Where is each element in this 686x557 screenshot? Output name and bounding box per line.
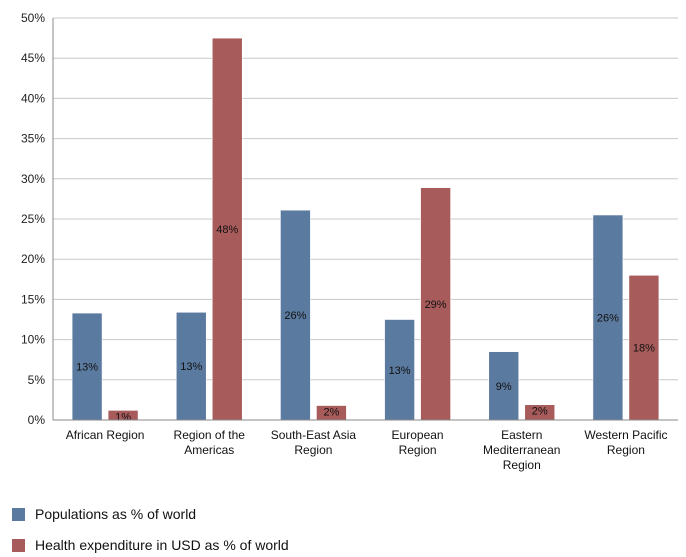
x-category-label: African Region (66, 428, 145, 442)
x-category-label: Eastern Mediterranean Region (483, 428, 560, 472)
bar (628, 274, 660, 421)
bar-data-label: 2% (323, 407, 339, 419)
bar-data-label: 18% (633, 343, 655, 355)
x-category-label: Region of the Americas (174, 428, 246, 457)
y-tick-label: 45% (21, 51, 45, 65)
y-tick-label: 15% (21, 292, 45, 306)
x-axis-categories: African Region Region of the Americas South… (66, 428, 668, 472)
legend-label: Health expenditure in USD as % of world (35, 537, 289, 553)
bar-data-label: 29% (425, 299, 447, 311)
x-category-label: European Region (392, 428, 444, 457)
legend: Populations as % of world Health expendit… (12, 506, 289, 553)
y-tick-label: 5% (28, 373, 46, 387)
bars: 13% 1% 13% 48% 26% 2% 13% 29% 9% 2% 26% 18% (71, 37, 660, 423)
y-tick-label: 35% (21, 132, 45, 146)
bar (592, 214, 624, 421)
axes (52, 18, 678, 421)
bar (420, 187, 451, 421)
bar-data-label: 9% (496, 381, 512, 393)
bar-data-label: 2% (532, 406, 548, 418)
x-category-label: Western Pacific Region (584, 428, 667, 457)
bar-data-label: 26% (284, 310, 306, 322)
bar-data-label: 13% (76, 362, 98, 374)
y-tick-label: 50% (21, 11, 45, 25)
y-axis-ticks: 0% 5% 10% 15% 20% 25% 30% 35% 40% 45% 50% (21, 11, 45, 427)
bar (71, 312, 103, 421)
bar-data-label: 26% (597, 312, 619, 324)
bar-data-label: 48% (216, 224, 238, 236)
x-category-label: South-East Asia Region (271, 428, 357, 457)
legend-label: Populations as % of world (35, 506, 196, 522)
bar-data-label: 13% (389, 365, 411, 377)
y-tick-label: 20% (21, 252, 45, 266)
y-tick-label: 0% (28, 413, 46, 427)
bar-data-label: 1% (115, 411, 131, 423)
legend-swatch (12, 508, 25, 521)
y-tick-label: 40% (21, 91, 45, 105)
grid-lines (53, 17, 678, 381)
y-tick-label: 30% (21, 172, 45, 186)
bar-data-label: 13% (180, 361, 202, 373)
legend-swatch (12, 539, 25, 552)
bar (384, 319, 415, 421)
y-tick-label: 10% (21, 333, 45, 347)
y-tick-label: 25% (21, 212, 45, 226)
